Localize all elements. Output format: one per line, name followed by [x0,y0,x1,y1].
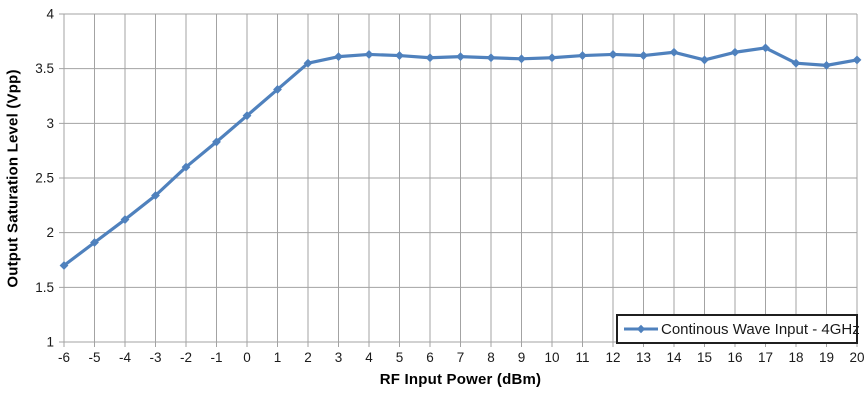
x-tick-label: 16 [727,350,742,365]
series-marker [547,53,557,63]
x-tick-label: -4 [119,350,131,365]
series-marker [700,55,709,65]
x-tick-label: 7 [457,350,465,365]
x-tick-label: 17 [758,350,773,365]
series-marker [212,137,221,147]
series-marker [517,54,526,64]
legend-line-marker-icon [624,324,658,334]
y-tick-label: 3.5 [35,61,54,76]
x-tick-label: -5 [88,350,100,365]
series-marker [242,111,252,121]
x-tick-label: 9 [518,350,526,365]
x-tick-label: 0 [243,350,251,365]
y-axis-title: Output Saturation Level (Vpp) [4,68,22,288]
x-tick-label: -6 [58,350,70,365]
series-marker [852,55,862,65]
y-tick-label: 1 [46,335,54,350]
series-marker [639,51,648,60]
x-tick-label: 4 [365,350,373,365]
series-marker [761,43,770,53]
x-tick-label: 12 [605,350,620,365]
x-tick-label: 3 [335,350,343,365]
series-marker [273,85,282,94]
x-tick-label: 18 [788,350,803,365]
series-marker [395,51,404,60]
series-marker [59,261,69,270]
y-tick-label: 2.5 [35,171,54,186]
series-marker [791,58,801,68]
series-marker [364,50,374,59]
series-marker [486,53,496,63]
y-tick-label: 1.5 [35,280,54,295]
series-marker [303,58,313,68]
series-marker [730,47,740,57]
x-tick-label: 1 [274,350,282,365]
x-tick-label: 10 [544,350,559,365]
x-tick-label: 6 [426,350,434,365]
series-marker [456,52,465,62]
x-tick-label: 8 [487,350,495,365]
x-tick-label: -1 [210,350,222,365]
x-tick-label: 14 [666,350,682,365]
x-tick-label: 5 [396,350,404,365]
series-marker [578,51,587,60]
x-tick-label: 15 [697,350,712,365]
x-axis-title: RF Input Power (dBm) [379,371,542,388]
series-marker [90,238,99,247]
y-tick-label: 3 [46,116,54,131]
y-tick-label: 4 [46,7,54,22]
x-tick-label: -3 [149,350,161,365]
legend: Continous Wave Input - 4GHz [616,314,860,344]
series-marker [822,60,831,70]
x-tick-label: 11 [575,350,589,365]
x-tick-label: 2 [304,350,312,365]
series-marker [608,50,618,59]
x-tick-label: 19 [819,350,834,365]
series-marker [120,215,130,224]
x-tick-label: 20 [849,350,864,365]
series-marker [425,53,435,63]
x-tick-label: 13 [636,350,651,365]
series-marker [151,191,160,200]
y-axis-title-wrap: Output Saturation Level (Vpp) [2,14,24,342]
series-marker [181,162,191,172]
legend-label: Continous Wave Input - 4GHz [661,320,860,338]
series-marker [669,47,679,57]
series-marker [334,52,343,62]
x-tick-label: -2 [180,350,192,365]
y-tick-label: 2 [46,225,54,240]
